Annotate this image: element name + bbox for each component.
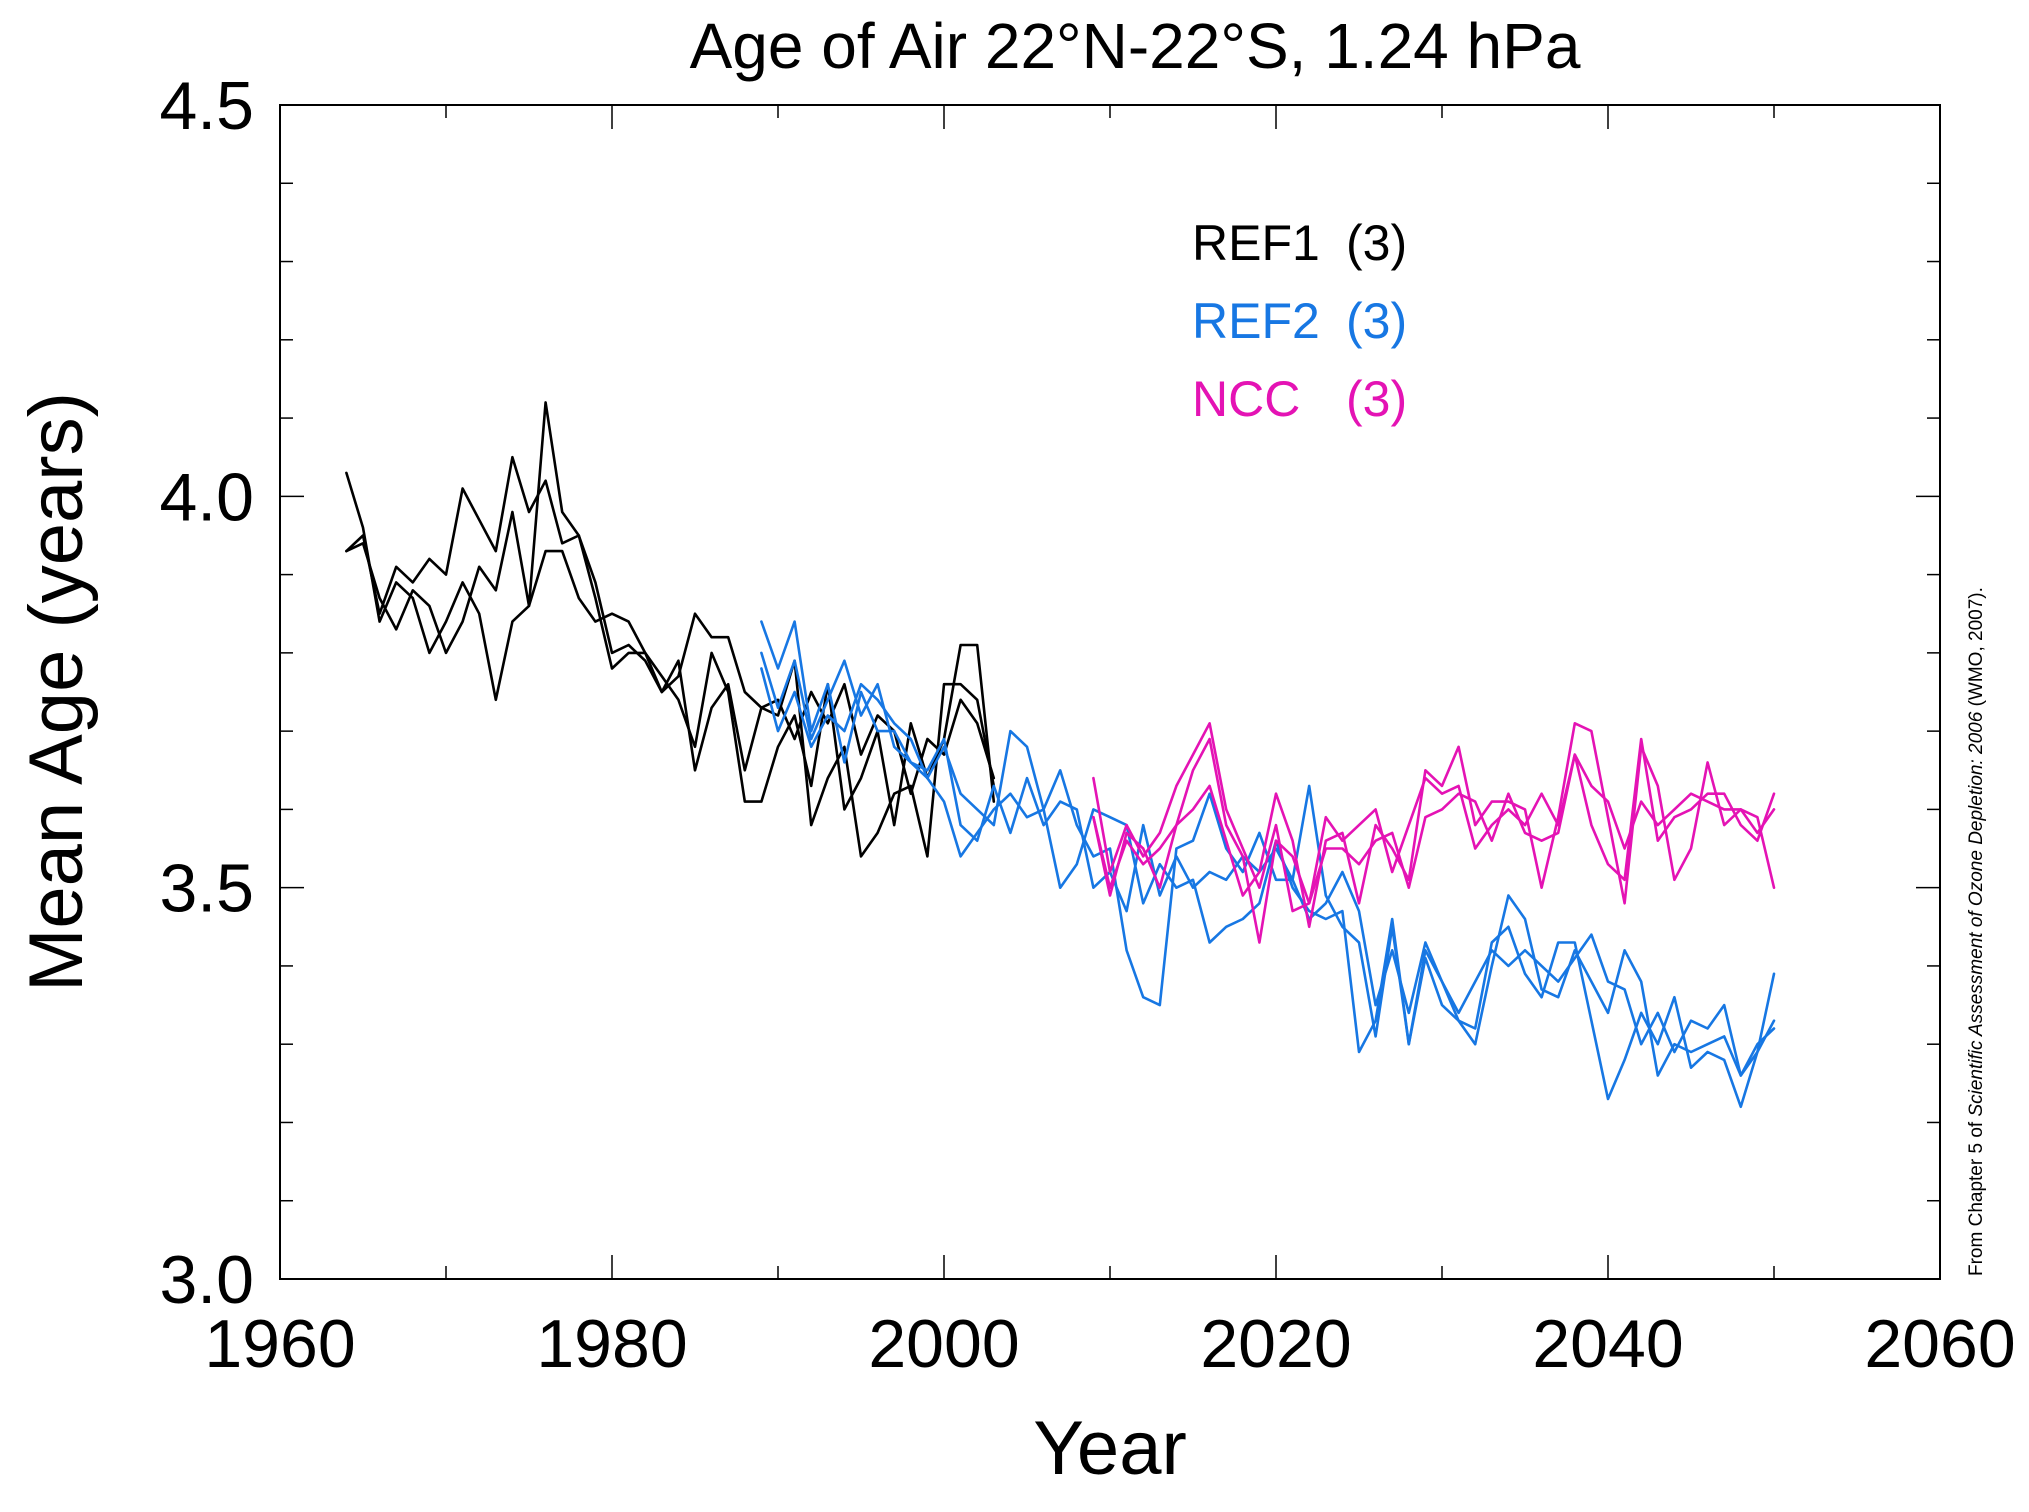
series-line-ref2	[760, 620, 1776, 1077]
x-tick-label: 1960	[204, 1306, 355, 1382]
series-line-ncc	[1092, 721, 1776, 929]
legend-label: NCC	[1192, 371, 1300, 427]
x-tick-label: 2060	[1864, 1306, 2015, 1382]
axis-ticks	[279, 104, 1941, 1280]
plot-series	[345, 401, 1776, 1109]
legend-label: REF1	[1192, 215, 1320, 271]
series-line-ref1	[345, 455, 996, 796]
legend-count: (3)	[1346, 371, 1407, 427]
series-line-ncc	[1092, 721, 1776, 913]
series-line-ref2	[760, 651, 1776, 1077]
legend-count: (3)	[1346, 293, 1407, 349]
y-tick-label: 3.5	[159, 851, 254, 927]
series-line-ref1	[345, 510, 996, 827]
legend: REF1 (3) REF2 (3) NCC (3)	[1192, 215, 1407, 427]
y-tick-label: 4.0	[159, 459, 254, 535]
series-line-ncc	[1092, 737, 1776, 944]
x-tick-label: 1980	[536, 1306, 687, 1382]
y-axis-title: Mean Age (years)	[14, 392, 99, 992]
y-tick-label: 4.5	[159, 68, 254, 144]
legend-count: (3)	[1346, 215, 1407, 271]
plot-frame	[279, 104, 1941, 1280]
x-tick-label: 2000	[868, 1306, 1019, 1382]
x-tick-label: 2020	[1200, 1306, 1351, 1382]
source-note: From Chapter 5 of Scientific Assessment …	[1966, 587, 1987, 1276]
x-tick-label: 2040	[1532, 1306, 1683, 1382]
tick-labels: 1960 1980 2000 2020 2040 2060 3.0 3.5 4.0 4.5	[159, 68, 2015, 1382]
series-line-ref1	[345, 401, 996, 858]
chart-title: Age of Air 22°N-22°S, 1.24 hPa	[690, 10, 1581, 82]
y-tick-label: 3.0	[159, 1242, 254, 1318]
legend-label: REF2	[1192, 293, 1320, 349]
x-axis-title: Year	[1033, 1406, 1187, 1491]
